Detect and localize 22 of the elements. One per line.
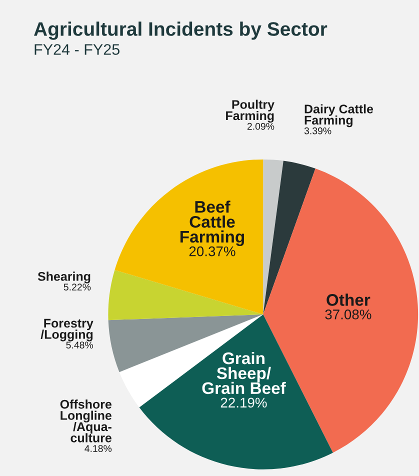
chart-subtitle: FY24 - FY25 (34, 44, 120, 55)
data-label: 3.39% (304, 127, 332, 134)
pie-slice (263, 159, 284, 314)
data-label: 5.48% (66, 342, 94, 349)
slice-label: Forestry /Logging (40, 318, 94, 342)
data-label: 37.08% (325, 310, 372, 320)
pie-slice (263, 160, 316, 314)
slice-label: Dairy Cattle Farming (304, 104, 374, 128)
slice-label: Poultry Farming (226, 100, 274, 123)
slice-label: Offshore Longline /Aqua- culture (60, 400, 112, 442)
data-label: 2.09% (247, 122, 274, 130)
data-label: 20.37% (189, 246, 236, 256)
slice-label: Beef Cattle Farming (180, 200, 244, 246)
pie-slice (108, 270, 264, 320)
chart-title: Agricultural Incidents by Sector (34, 22, 328, 40)
slice-label: Shearing (38, 272, 90, 284)
data-label: 5.22% (64, 284, 91, 291)
slice-label: Grain Sheep/ Grain Beef (202, 352, 286, 394)
pie-slice (114, 159, 264, 314)
slice-label: Other (326, 294, 370, 306)
data-label: 22.19% (220, 398, 267, 408)
data-label: 4.18% (84, 445, 112, 452)
